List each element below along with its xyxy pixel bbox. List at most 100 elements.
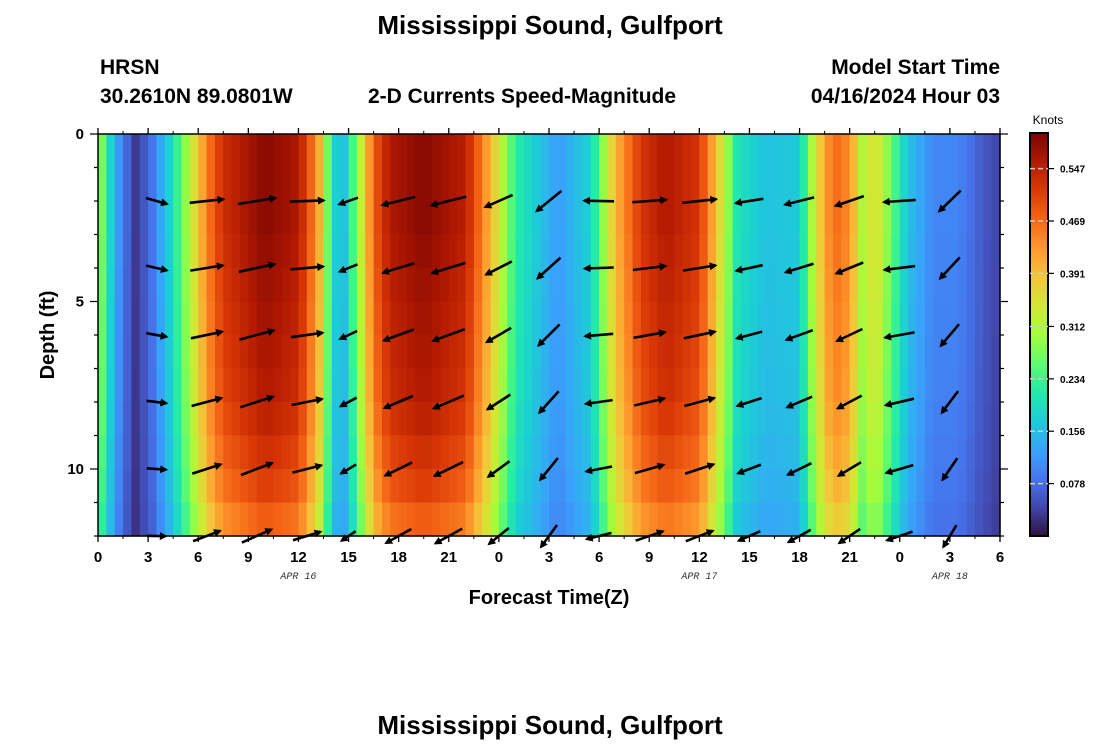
heatmap-cell <box>139 201 149 236</box>
heatmap-cell <box>331 502 341 537</box>
heatmap-cell <box>515 234 525 269</box>
heatmap-cell <box>390 234 400 269</box>
heatmap-cell <box>949 167 959 202</box>
heatmap-cell <box>966 469 976 504</box>
heatmap-cell <box>348 368 358 403</box>
heatmap-cell <box>908 402 918 437</box>
heatmap-cell <box>114 469 124 504</box>
heatmap-cell <box>465 335 475 370</box>
heatmap-cell <box>356 201 366 236</box>
heatmap-cell <box>991 368 1001 403</box>
heatmap-cell <box>782 368 792 403</box>
heatmap-cell <box>398 402 408 437</box>
x-tick-label: 18 <box>791 549 808 566</box>
heatmap-cell <box>306 134 316 169</box>
x-tick-label: 21 <box>841 549 858 566</box>
heatmap-cell <box>649 234 659 269</box>
heatmap-cell <box>532 201 542 236</box>
heatmap-cell <box>983 268 993 303</box>
heatmap-cell <box>156 201 166 236</box>
x-tick-label: 15 <box>741 549 758 566</box>
heatmap-cell <box>958 301 968 336</box>
heatmap-cell <box>958 268 968 303</box>
heatmap-cell <box>883 234 893 269</box>
heatmap-cell <box>206 368 216 403</box>
heatmap-cell <box>106 234 116 269</box>
heatmap-cell <box>256 201 266 236</box>
heatmap-cell <box>899 268 909 303</box>
heatmap-cell <box>381 167 391 202</box>
heatmap-cell <box>498 134 508 169</box>
heatmap-cell <box>682 201 692 236</box>
heatmap-cell <box>757 201 767 236</box>
heatmap-cell <box>690 502 700 537</box>
heatmap-cell <box>239 435 249 470</box>
heatmap-cell <box>440 301 450 336</box>
heatmap-cell <box>315 167 325 202</box>
model-start-label: Model Start Time <box>831 56 1000 79</box>
heatmap-cell <box>214 335 224 370</box>
heatmap-cell <box>549 301 558 336</box>
heatmap-cell <box>148 167 158 202</box>
heatmap-cell <box>974 335 984 370</box>
heatmap-cell <box>507 435 517 470</box>
heatmap-cell <box>214 167 224 202</box>
heatmap-cell <box>866 167 876 202</box>
current-vector <box>485 393 512 411</box>
heatmap-cell <box>448 268 458 303</box>
heatmap-cell <box>908 134 918 169</box>
heatmap-cell <box>949 368 959 403</box>
heatmap-cell <box>231 335 241 370</box>
heatmap-cell <box>966 502 976 537</box>
heatmap-cell <box>958 469 968 504</box>
heatmap-cell <box>615 502 625 537</box>
heatmap-cell <box>448 134 458 169</box>
heatmap-cell <box>265 134 274 169</box>
heatmap-cell <box>390 268 400 303</box>
heatmap-cell <box>741 234 751 269</box>
heatmap-cell <box>674 402 684 437</box>
heatmap-cell <box>574 368 584 403</box>
heatmap-cell <box>832 201 842 236</box>
heatmap-cell <box>298 301 308 336</box>
heatmap-cell <box>265 301 274 336</box>
current-vector <box>538 457 559 482</box>
heatmap-cell <box>565 368 575 403</box>
heatmap-cell <box>323 301 333 336</box>
heatmap-cell <box>724 502 734 537</box>
heatmap-cell <box>114 402 124 437</box>
heatmap-cell <box>883 167 893 202</box>
heatmap-cell <box>699 335 709 370</box>
heatmap-cell <box>657 469 667 504</box>
heatmap-cell <box>381 301 391 336</box>
heatmap-cell <box>941 335 951 370</box>
heatmap-cell <box>741 469 751 504</box>
colorbar-tick-label: 0.312 <box>1060 322 1085 333</box>
heatmap-cell <box>448 435 458 470</box>
heatmap-cell <box>624 402 634 437</box>
heatmap-cell <box>824 134 834 169</box>
heatmap-cell <box>323 268 333 303</box>
heatmap-cell <box>933 402 943 437</box>
heatmap-cell <box>498 301 508 336</box>
heatmap-cell <box>807 402 817 437</box>
heatmap-cell <box>565 268 575 303</box>
heatmap-cell <box>908 469 918 504</box>
heatmap-cell <box>816 167 826 202</box>
heatmap-cell <box>348 234 358 269</box>
heatmap-cell <box>741 435 751 470</box>
heatmap-cell <box>348 335 358 370</box>
heatmap-cell <box>665 234 675 269</box>
heatmap-cell <box>265 201 274 236</box>
heatmap-cell <box>432 435 442 470</box>
heatmap-cell <box>699 268 709 303</box>
heatmap-cell <box>941 201 951 236</box>
heatmap-cell <box>281 301 291 336</box>
heatmap-cell <box>749 268 759 303</box>
heatmap-cell <box>457 167 467 202</box>
heatmap-cell <box>707 167 717 202</box>
heatmap-cell <box>891 368 901 403</box>
heatmap-cell <box>440 502 450 537</box>
heatmap-cell <box>557 469 567 504</box>
chart-title: Mississippi Sound, Gulfport <box>377 10 723 40</box>
